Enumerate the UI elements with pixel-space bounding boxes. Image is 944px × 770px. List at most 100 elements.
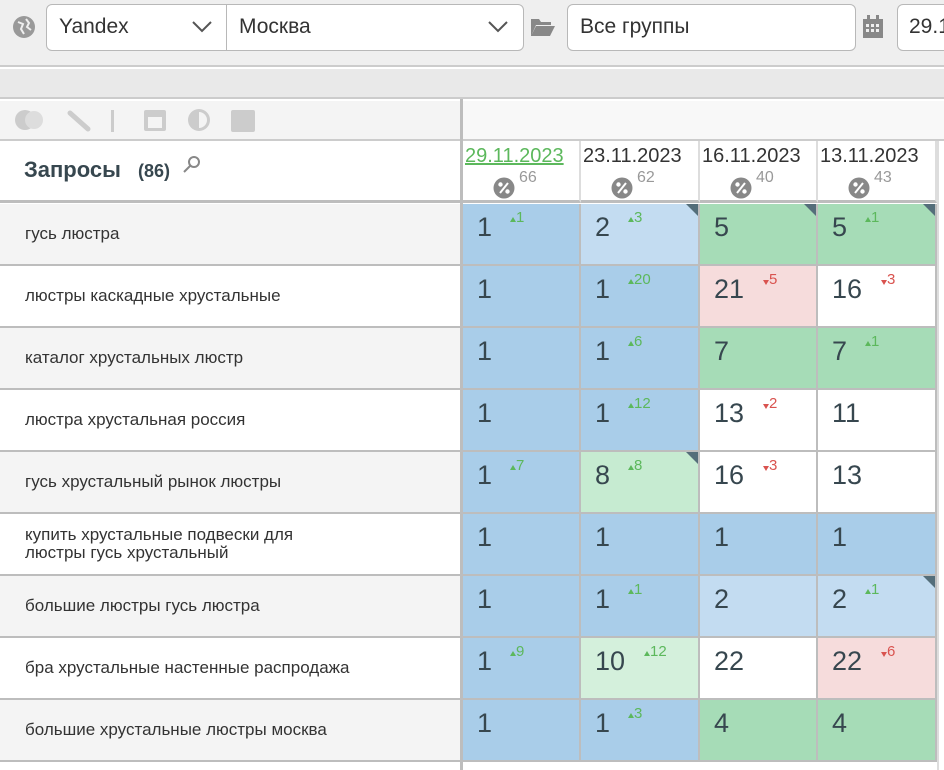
position-cell: 7 xyxy=(700,328,818,390)
position-cell: 13 xyxy=(818,452,937,514)
query-text[interactable]: бра хрустальные настенные распродажа xyxy=(25,658,350,677)
query-cell: бра хрустальные настенные распродажа xyxy=(0,638,460,700)
position: 11 xyxy=(832,398,861,428)
down-arrow xyxy=(881,652,887,657)
query-text[interactable]: купить хрустальные подвески для люстры г… xyxy=(25,525,294,562)
query-cell: гусь хрустальный рынок люстры xyxy=(0,452,460,514)
change: 2 xyxy=(769,395,778,412)
query-text[interactable]: каталог хрустальных люстр xyxy=(25,348,244,367)
corner-flag xyxy=(804,204,816,216)
position: 10 xyxy=(595,646,626,676)
up-arrow xyxy=(628,465,634,470)
position-cell: 1 xyxy=(463,514,581,576)
query-count: (86) xyxy=(138,161,171,181)
up-arrow xyxy=(510,465,516,470)
date-link[interactable]: 13.11.2023 xyxy=(820,145,919,167)
folder-icon[interactable] xyxy=(530,16,556,38)
up-arrow xyxy=(865,217,871,222)
up-arrow xyxy=(510,217,516,222)
query-text[interactable]: большие хрустальные люстры москва xyxy=(25,720,327,739)
corner-flag xyxy=(686,452,698,464)
percent-icon xyxy=(848,177,870,199)
position: 8 xyxy=(595,460,611,490)
position: 1 xyxy=(477,212,493,242)
corner-flag xyxy=(923,204,935,216)
position: 1 xyxy=(595,584,611,614)
date-header: 23.11.2023 62 xyxy=(581,141,700,203)
columns-toolbar xyxy=(463,101,944,141)
query-cell: большие хрустальные люстры москва xyxy=(0,700,460,762)
up-arrow xyxy=(628,341,634,346)
chevron xyxy=(488,21,508,33)
change: 7 xyxy=(516,457,525,474)
position: 16 xyxy=(714,460,745,490)
change: 5 xyxy=(769,271,778,288)
divider xyxy=(460,99,463,770)
position: 1 xyxy=(595,708,611,738)
change: 1 xyxy=(634,581,643,598)
percent-icon xyxy=(730,177,752,199)
position-cell: 1 xyxy=(818,514,937,576)
date-link[interactable]: 23.11.2023 xyxy=(583,145,682,167)
query-text[interactable]: люстра хрустальная россия xyxy=(25,410,246,429)
position: 1 xyxy=(477,274,493,304)
position: 13 xyxy=(832,460,863,490)
position-cell: 1 xyxy=(581,514,700,576)
position-cell: 13 2 xyxy=(700,390,818,452)
change: 3 xyxy=(769,457,778,474)
up-arrow xyxy=(628,217,634,222)
position-cell: 1 12 xyxy=(581,390,700,452)
position-cell: 10 12 xyxy=(581,638,700,700)
group-select[interactable]: Все группы xyxy=(567,4,856,51)
change: 1 xyxy=(871,333,880,350)
query-text[interactable]: гусь хрустальный рынок люстры xyxy=(25,472,282,491)
change: 6 xyxy=(634,333,643,350)
query-text[interactable]: большие люстры гусь люстра xyxy=(25,596,260,615)
position: 22 xyxy=(832,646,863,676)
position-cell: 16 3 xyxy=(700,452,818,514)
change: 8 xyxy=(634,457,643,474)
query-cell: купить хрустальные подвески для люстры г… xyxy=(0,514,460,576)
position: 4 xyxy=(714,708,730,738)
down-arrow xyxy=(763,466,769,471)
query-text[interactable]: гусь люстра xyxy=(25,224,120,243)
position: 1 xyxy=(477,398,493,428)
date-header: 13.11.2023 43 xyxy=(818,141,937,203)
search-icon[interactable] xyxy=(182,155,202,175)
change: 3 xyxy=(887,271,896,288)
change: 1 xyxy=(871,209,880,226)
date-link[interactable]: 16.11.2023 xyxy=(702,145,801,167)
query-cell: большие люстры гусь люстра xyxy=(0,576,460,638)
position: 1 xyxy=(595,274,611,304)
group-label: Все группы xyxy=(580,15,690,38)
position-cell: 21 5 xyxy=(700,266,818,328)
position: 22 xyxy=(714,646,745,676)
position-cell: 1 xyxy=(463,266,581,328)
position-cell: 1 xyxy=(463,390,581,452)
corner-flag xyxy=(686,204,698,216)
up-arrow xyxy=(628,403,634,408)
header-cell: Запросы (86) xyxy=(0,141,460,203)
cut-column xyxy=(937,141,944,770)
up-arrow xyxy=(510,651,516,656)
percent-icon xyxy=(611,177,633,199)
engine-select[interactable]: Yandex xyxy=(46,4,227,51)
table-title: Запросы xyxy=(24,157,121,182)
region-select[interactable]: Москва xyxy=(226,4,524,51)
date-link[interactable]: 29.11.2023 xyxy=(465,145,564,167)
up-arrow xyxy=(865,589,871,594)
query-text[interactable]: люстры каскадные хрустальные xyxy=(25,286,281,305)
change: 3 xyxy=(634,209,643,226)
position-cell: 4 xyxy=(818,700,937,762)
position-cell: 1 20 xyxy=(581,266,700,328)
percent-value: 40 xyxy=(756,169,774,186)
date-input[interactable]: 29.1 xyxy=(897,4,944,51)
subbar xyxy=(0,69,944,99)
position: 7 xyxy=(832,336,848,366)
calendar-icon[interactable] xyxy=(862,15,884,39)
